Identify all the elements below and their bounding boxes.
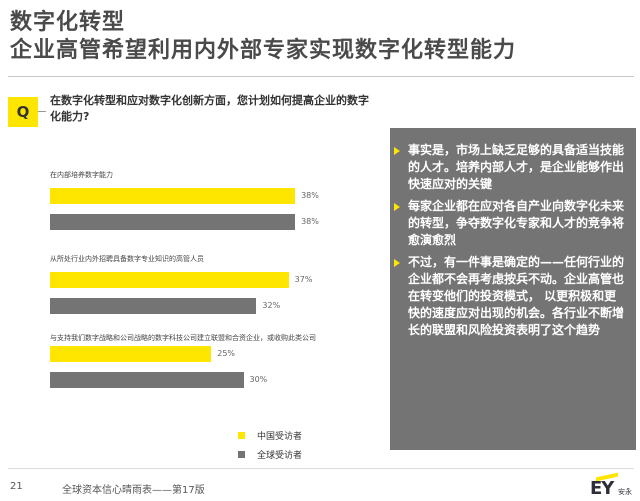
insight-text: 不过，有一件事是确定的——任何行业的企业都不会再考虑按兵不动。企业高管也在转变他… — [408, 255, 625, 337]
bullet-arrow-icon — [394, 259, 400, 267]
legend-label-global: 全球受访者 — [257, 451, 303, 461]
bar — [50, 372, 244, 388]
insight-item: 事实是，市场上缺乏足够的具备适当技能的人才。培养内部人才，是企业能够作出快速应对… — [394, 142, 628, 193]
category-label: 从所处行业内外招聘具备数字专业知识的高管人员 — [50, 255, 204, 263]
bullet-arrow-icon — [394, 147, 400, 155]
question-connector — [38, 111, 46, 112]
bar-value-label: 32% — [262, 301, 281, 310]
insight-text: 每家企业都在应对各自产业向数字化未来的转型，争夺数字化专家和人才的竞争将愈演愈烈 — [408, 199, 625, 247]
question-badge: Q — [8, 97, 38, 127]
page-subtitle: 企业高管希望利用内外部专家实现数字化转型能力 — [10, 38, 517, 63]
bar — [50, 188, 296, 204]
legend-label-china: 中国受访者 — [257, 432, 303, 442]
bar — [50, 298, 257, 314]
legend-swatch-global — [238, 451, 245, 458]
ey-logo: EY 安永 — [590, 472, 636, 500]
insight-item: 每家企业都在应对各自产业向数字化未来的转型，争夺数字化专家和人才的竞争将愈演愈烈 — [394, 198, 628, 249]
legend-swatch-china — [238, 432, 245, 439]
page-title: 数字化转型 — [10, 10, 126, 35]
bar — [50, 214, 296, 230]
insight-panel: 事实是，市场上缺乏足够的具备适当技能的人才。培养内部人才，是企业能够作出快速应对… — [390, 128, 636, 450]
bar — [50, 346, 212, 362]
bullet-arrow-icon — [394, 203, 400, 211]
footer-divider — [8, 468, 634, 469]
publication-title: 全球资本信心晴雨表——第17版 — [62, 485, 205, 496]
page-number: 21 — [10, 481, 23, 492]
category-label: 在内部培养数字能力 — [50, 171, 113, 179]
bar-value-label: 30% — [249, 375, 268, 384]
insight-text: 事实是，市场上缺乏足够的具备适当技能的人才。培养内部人才，是企业能够作出快速应对… — [408, 143, 625, 191]
title-divider — [8, 76, 634, 77]
insight-item: 不过，有一件事是确定的——任何行业的企业都不会再考虑按兵不动。企业高管也在转变他… — [394, 254, 628, 339]
logo-cn-text: 安永 — [618, 488, 632, 496]
bar-value-label: 38% — [301, 217, 319, 226]
bar — [50, 272, 289, 288]
bar-value-label: 38% — [301, 191, 319, 200]
category-label: 与支持我们数字战略和公司战略的数字科技公司建立联盟和合资企业，或收购此类公司 — [50, 334, 316, 342]
logo-text: EY — [590, 478, 614, 499]
bar-value-label: 25% — [217, 349, 236, 358]
bar-value-label: 37% — [294, 275, 313, 284]
question-text: 在数字化转型和应对数字化创新方面，您计划如何提高企业的数字化能力? — [50, 94, 369, 123]
